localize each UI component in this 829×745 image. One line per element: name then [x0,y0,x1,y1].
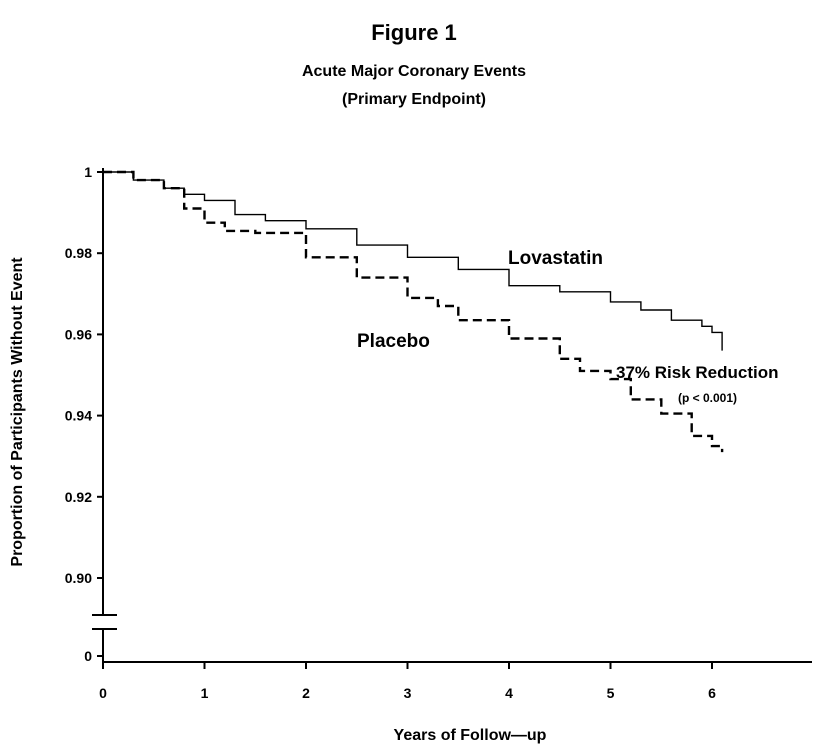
chart-subtitle-line-1: Acute Major Coronary Events [302,63,526,80]
x-tick-label: 5 [607,685,615,701]
y-tick-label: 0.98 [65,245,92,261]
x-tick-label: 6 [708,685,716,701]
series-line-lovastatin [103,171,723,351]
p-value-annotation: (p < 0.001) [678,391,737,405]
axes: 0 [84,168,812,664]
x-tick-label: 2 [302,685,310,701]
chart-title: Figure 1 [371,20,457,45]
y-tick-label: 0.96 [65,326,92,342]
x-tick-label: 1 [201,685,209,701]
x-tick-label: 4 [505,685,513,701]
x-ticks: 0 1 2 3 4 5 6 [99,662,716,701]
series-layer [103,170,724,453]
y-axis-zero-label: 0 [84,648,92,664]
y-tick-label: 1 [84,164,92,180]
y-tick-label: 0.94 [65,408,92,424]
x-tick-label: 0 [99,685,107,701]
chart-subtitle-line-2: (Primary Endpoint) [342,91,486,108]
series-label-placebo: Placebo [357,331,430,352]
series-line-placebo [103,170,724,453]
y-axis-label: Proportion of Participants Without Event [9,257,26,567]
y-tick-label: 0.90 [65,570,92,586]
risk-reduction-annotation: 37% Risk Reduction [616,363,779,382]
series-label-lovastatin: Lovastatin [508,248,603,269]
x-axis-label: Years of Follow—up [394,727,547,744]
y-tick-label: 0.92 [65,489,92,505]
y-ticks: 1 0.98 0.96 0.94 0.92 0.90 [65,164,103,586]
x-tick-label: 3 [404,685,412,701]
